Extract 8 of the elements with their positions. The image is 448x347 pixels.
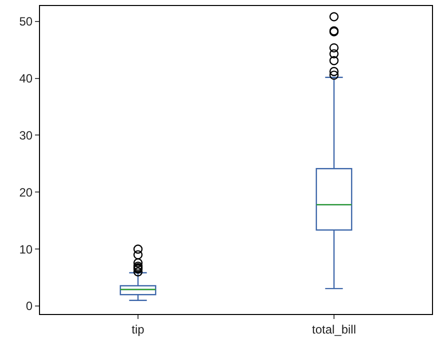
x-tick-label: total_bill — [312, 322, 356, 336]
y-tick-label: 0 — [26, 299, 33, 314]
y-tick-label: 40 — [19, 72, 33, 86]
x-tick-label: tip — [132, 322, 145, 336]
y-tick-label: 30 — [19, 128, 33, 142]
y-tick-label: 50 — [19, 14, 33, 29]
y-tick-label: 20 — [19, 185, 33, 200]
y-tick-label: 10 — [19, 242, 33, 256]
